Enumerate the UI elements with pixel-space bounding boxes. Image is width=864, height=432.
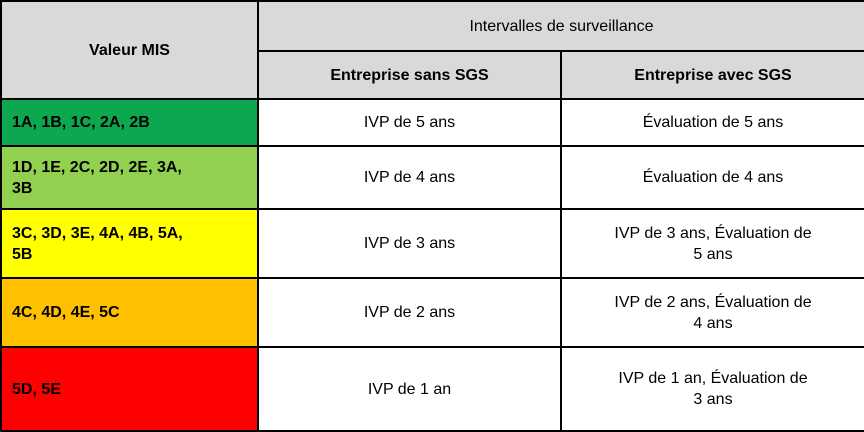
cell-sans-sgs: IVP de 2 ans bbox=[257, 277, 562, 348]
column-header-valeur-mis: Valeur MIS bbox=[0, 0, 259, 100]
table-row: 4C, 4D, 4E, 5C IVP de 2 ans IVP de 2 ans… bbox=[0, 277, 864, 348]
column-header-entreprise-sans-sgs: Entreprise sans SGS bbox=[257, 50, 562, 100]
cell-avec-sgs: IVP de 3 ans, Évaluation de 5 ans bbox=[560, 208, 864, 279]
table-row: 1A, 1B, 1C, 2A, 2B IVP de 5 ans Évaluati… bbox=[0, 98, 864, 147]
cell-mis-values: 1A, 1B, 1C, 2A, 2B bbox=[0, 98, 259, 147]
cell-mis-values: 3C, 3D, 3E, 4A, 4B, 5A, 5B bbox=[0, 208, 259, 279]
column-header-intervalles-de-surveillance: Intervalles de surveillance bbox=[257, 0, 864, 52]
cell-avec-sgs: Évaluation de 4 ans bbox=[560, 145, 864, 210]
cell-mis-values: 4C, 4D, 4E, 5C bbox=[0, 277, 259, 348]
cell-sans-sgs: IVP de 5 ans bbox=[257, 98, 562, 147]
cell-avec-sgs: IVP de 1 an, Évaluation de 3 ans bbox=[560, 346, 864, 432]
cell-sans-sgs: IVP de 3 ans bbox=[257, 208, 562, 279]
cell-mis-values: 5D, 5E bbox=[0, 346, 259, 432]
cell-avec-sgs: IVP de 2 ans, Évaluation de 4 ans bbox=[560, 277, 864, 348]
table-row: 1D, 1E, 2C, 2D, 2E, 3A, 3B IVP de 4 ans … bbox=[0, 145, 864, 210]
cell-sans-sgs: IVP de 4 ans bbox=[257, 145, 562, 210]
header-row-group: Valeur MIS Intervalles de surveillance bbox=[0, 0, 864, 100]
cell-avec-sgs: Évaluation de 5 ans bbox=[560, 98, 864, 147]
column-header-entreprise-avec-sgs: Entreprise avec SGS bbox=[560, 50, 864, 100]
header-row-sub: Entreprise sans SGS Entreprise avec SGS bbox=[1, 50, 864, 100]
table-row: 5D, 5E IVP de 1 an IVP de 1 an, Évaluati… bbox=[0, 346, 864, 432]
table-row: 3C, 3D, 3E, 4A, 4B, 5A, 5B IVP de 3 ans … bbox=[0, 208, 864, 279]
cell-mis-values: 1D, 1E, 2C, 2D, 2E, 3A, 3B bbox=[0, 145, 259, 210]
cell-sans-sgs: IVP de 1 an bbox=[257, 346, 562, 432]
